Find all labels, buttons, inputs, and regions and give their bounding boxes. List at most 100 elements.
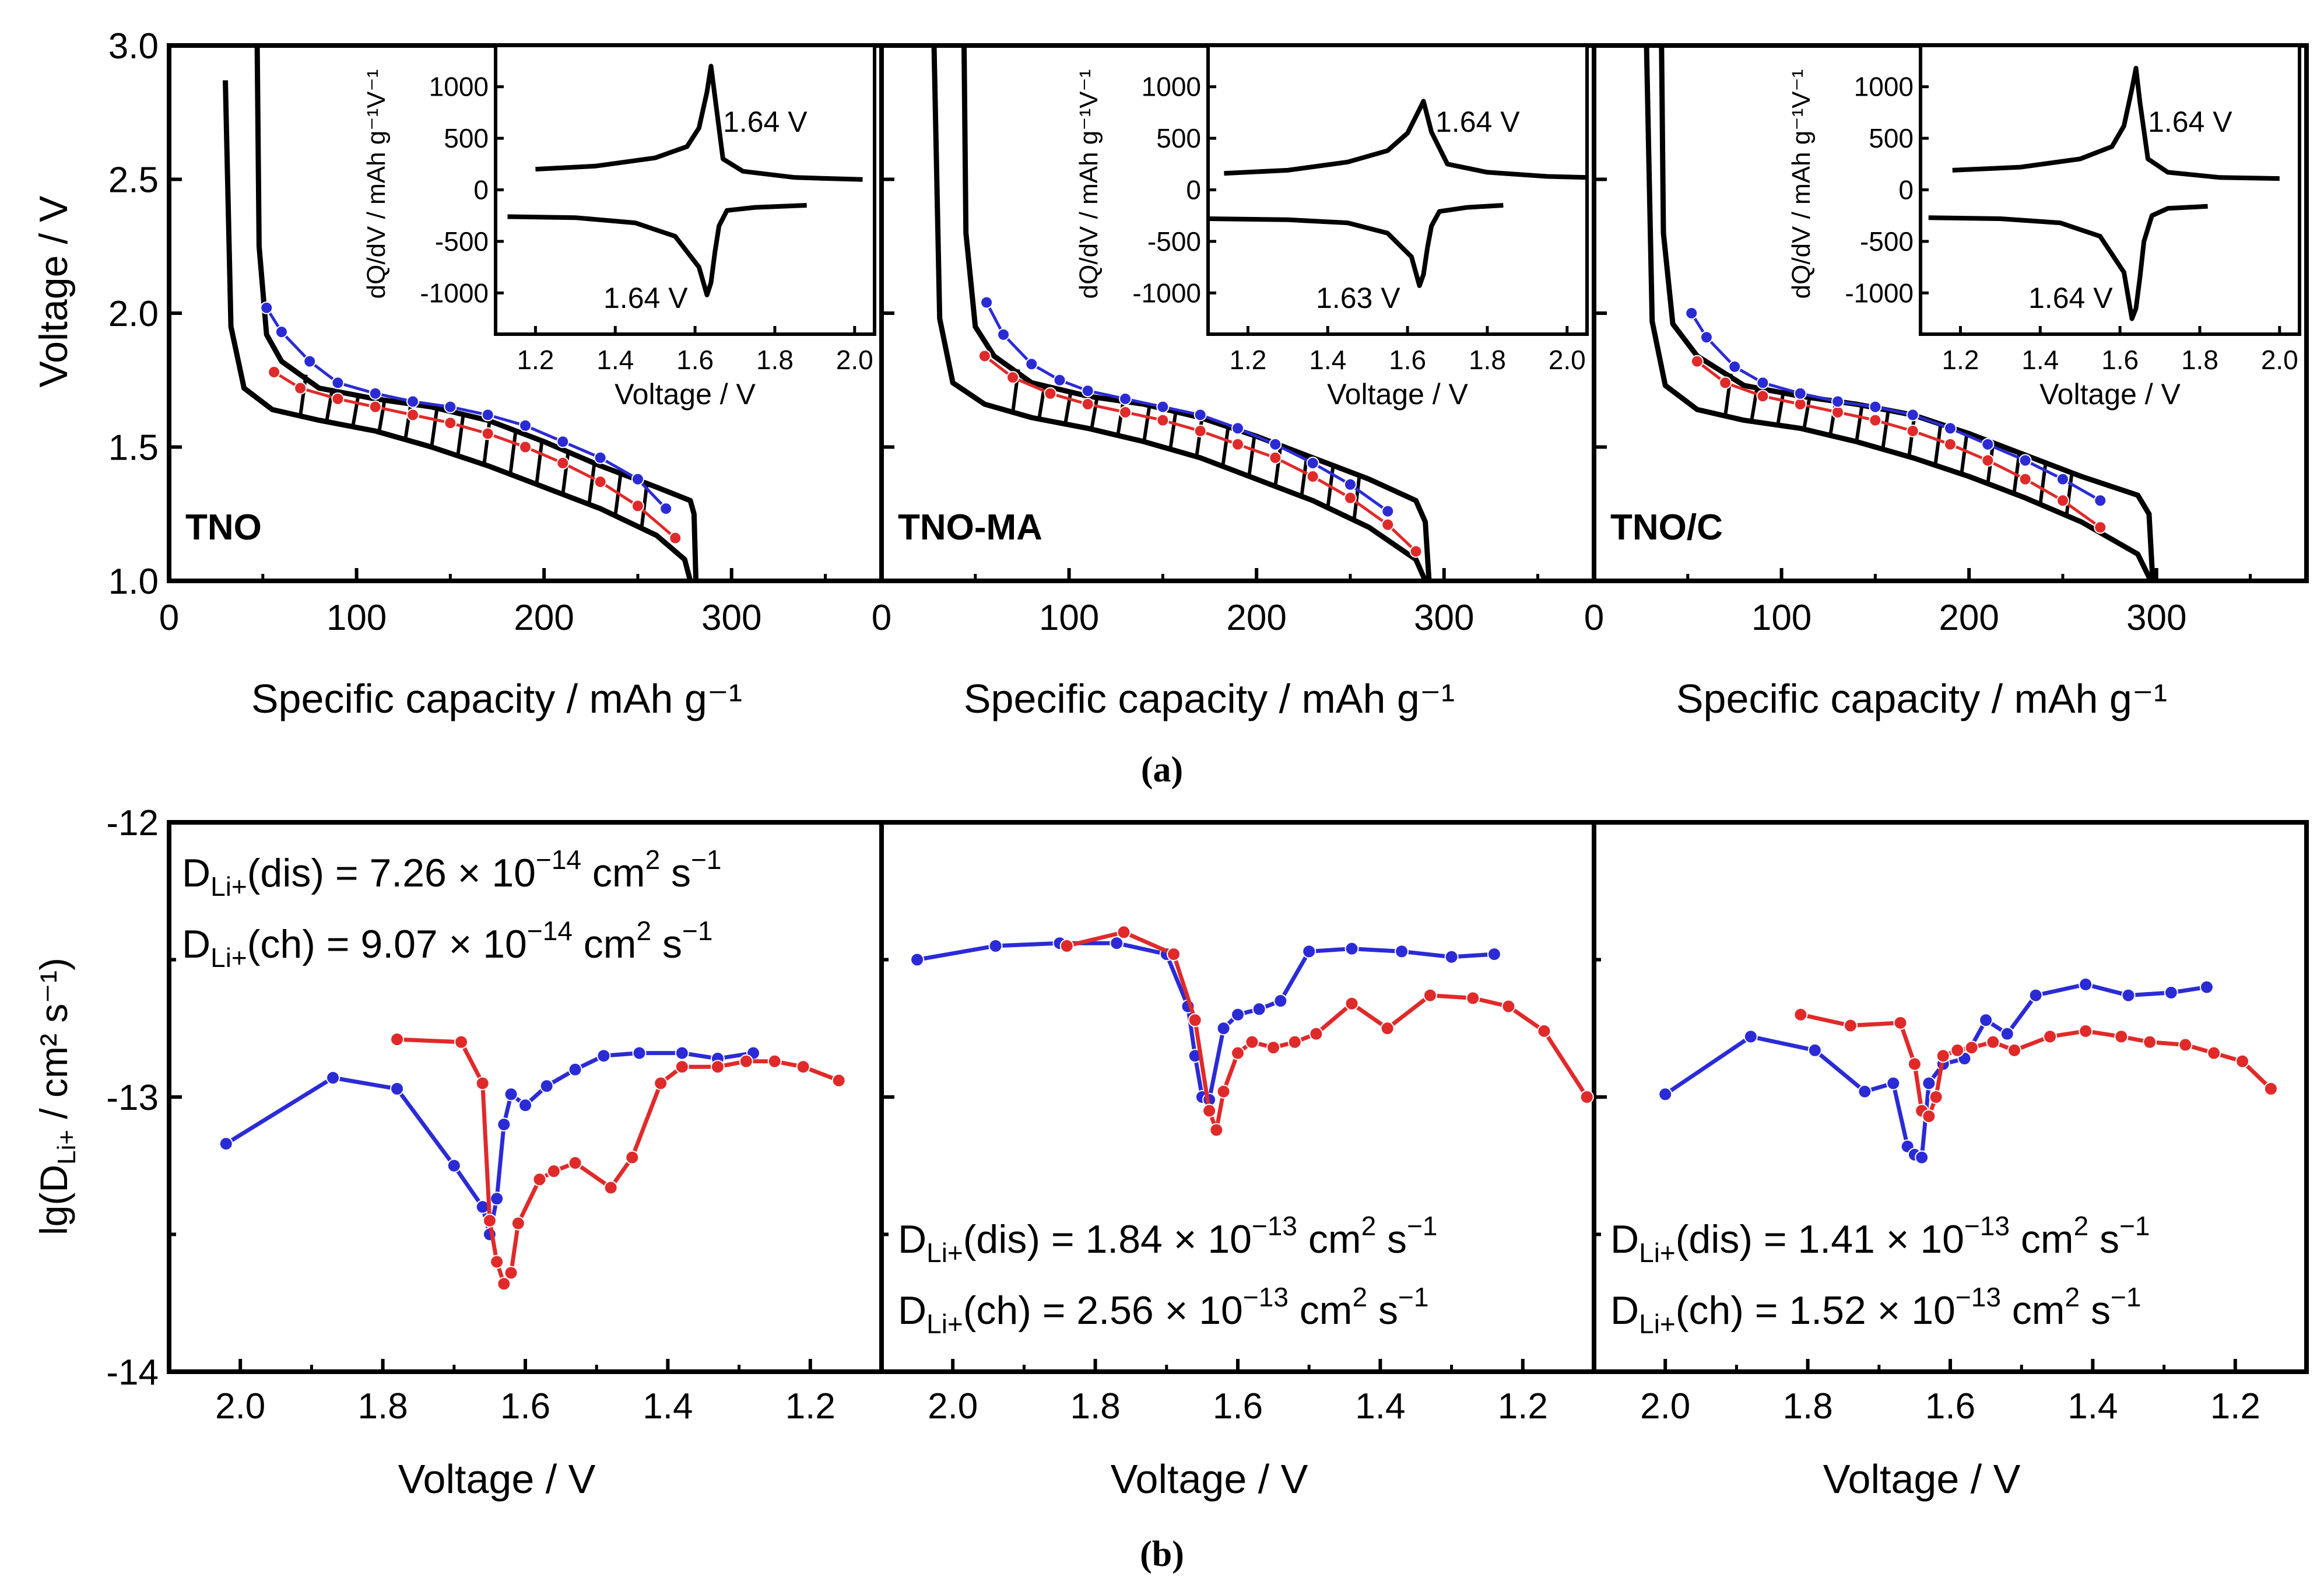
diffusion-charge-point xyxy=(546,1164,561,1179)
inset-axes xyxy=(1919,44,2301,336)
diffusion-discharge-point xyxy=(1252,1002,1266,1017)
gitt-relaxation-line xyxy=(456,412,465,456)
inset-peak-discharge-label: 1.63 V xyxy=(1316,282,1400,314)
unit-sup-2: 2 xyxy=(2065,1282,2080,1312)
quasi-charge-point xyxy=(1231,422,1244,435)
gitt-charge-curve xyxy=(254,45,699,581)
diffusion-charge-point xyxy=(490,1254,504,1269)
d-symbol: D xyxy=(898,1217,926,1261)
quasi-charge-point xyxy=(406,395,420,408)
diffusion-charge-point xyxy=(1423,988,1437,1003)
diffusion-charge-point xyxy=(1202,1103,1217,1118)
quasi-charge-point xyxy=(1343,478,1357,491)
panel-a-0: TNO 1.2 1.4 1.6 1.8 2.0 -1000 -500 0 500 1000 Volta… xyxy=(167,44,876,583)
b-xtick-label: 1.8 xyxy=(1782,1386,1832,1427)
quasi-charge-point xyxy=(1869,400,1882,413)
quasi-discharge-point xyxy=(519,440,532,454)
unit-s: s xyxy=(1367,1288,1398,1333)
diffusion-charge-point xyxy=(767,1054,782,1068)
unit-sup-minus1: −1 xyxy=(2119,1211,2150,1241)
dis-value: (dis) = 7.26 × 10 xyxy=(247,851,536,895)
d-symbol: D xyxy=(182,922,210,966)
quasi-charge-point xyxy=(1756,376,1770,390)
quasi-discharge-point xyxy=(406,408,420,422)
a-xtick-label: 0 xyxy=(872,598,891,638)
diffusion-discharge-point xyxy=(219,1137,233,1151)
a-yticks: 1.0 1.5 2.0 2.5 3.0 xyxy=(108,26,159,602)
quasi-charge-point xyxy=(1906,408,1919,422)
sample-label: TNO-MA xyxy=(898,507,1042,548)
quasi-discharge-point xyxy=(294,381,307,395)
diffusion-discharge-point xyxy=(490,1191,504,1206)
quasi-charge-point xyxy=(1793,387,1807,400)
dis-value: (dis) = 1.84 × 10 xyxy=(963,1217,1252,1261)
quasi-charge-point xyxy=(659,502,673,516)
diffusion-discharge-point xyxy=(447,1158,461,1173)
inset-y-tick-label: 500 xyxy=(444,123,489,153)
dis-exponent: −13 xyxy=(1964,1211,2010,1241)
b-xtick-label: 1.8 xyxy=(357,1386,408,1427)
panel-b-2 xyxy=(1594,821,2308,1373)
inset-x-tick-label: 2.0 xyxy=(836,345,873,375)
inset-ylabel: dQ/dV / mAh g⁻¹V⁻¹ xyxy=(1787,69,1816,299)
quasi-discharge-point xyxy=(1231,437,1244,451)
unit-sup-minus1: −1 xyxy=(691,844,721,875)
gitt-relaxation-line xyxy=(508,428,518,475)
b-xtick-label: 1.6 xyxy=(1213,1386,1263,1427)
diffusion-charge-point xyxy=(2007,1043,2021,1057)
b-yticks: -14 -13 -12 xyxy=(106,803,159,1393)
unit-sup-minus1: −1 xyxy=(2111,1282,2141,1312)
diffusion-discharge-point xyxy=(1302,944,1317,959)
diffusion-discharge-point xyxy=(1886,1076,1901,1091)
d-symbol: D xyxy=(1610,1288,1639,1333)
diffusion-discharge-point xyxy=(1395,944,1409,959)
b-xtick-label: 1.2 xyxy=(2210,1386,2260,1427)
quasi-discharge-point xyxy=(1269,451,1282,464)
ch-exponent: −14 xyxy=(527,916,573,946)
a-xtick-label: 0 xyxy=(159,598,179,638)
diffusion-charge-point xyxy=(475,1076,490,1091)
inset-x-tick-label: 1.6 xyxy=(2101,345,2139,375)
ch-value: (ch) = 2.56 × 10 xyxy=(963,1288,1243,1333)
quasi-discharge-point xyxy=(1981,454,1995,467)
quasi-charge-point xyxy=(1944,422,1957,435)
annotation-tno-c-dis: DLi+(dis) = 1.41 × 10−13 cm2 s−1 xyxy=(1610,1211,2150,1268)
gitt-relaxation-line xyxy=(351,394,360,427)
panel-b-0 xyxy=(169,821,883,1373)
diffusion-discharge-point xyxy=(518,1098,532,1113)
diffusion-charge-point xyxy=(1287,1035,1302,1049)
quasi-discharge-point xyxy=(1690,355,1704,368)
gitt-relaxation-line xyxy=(2038,460,2048,505)
inset-x-tick-label: 2.0 xyxy=(2261,345,2298,375)
unit-sup-2: 2 xyxy=(645,844,661,875)
unit-cm: cm xyxy=(581,851,645,895)
diffusion-charge-point xyxy=(532,1172,547,1187)
quasi-discharge-point xyxy=(1944,437,1957,451)
annotation-tno-ch: DLi+(ch) = 9.07 × 10−14 cm2 s−1 xyxy=(182,916,712,973)
diffusion-charge-line xyxy=(1800,1012,2273,1119)
diffusion-discharge-point xyxy=(497,1117,511,1132)
quasi-charge-point xyxy=(556,435,570,448)
d-symbol: D xyxy=(182,851,210,895)
d-subscript: Li+ xyxy=(1639,1309,1676,1339)
diffusion-charge-point xyxy=(796,1060,810,1074)
a-ytick-label: 3.0 xyxy=(108,26,159,66)
quasi-discharge-point xyxy=(1381,518,1395,531)
gitt-relaxation-line xyxy=(1142,404,1152,442)
gitt-relaxation-line xyxy=(1802,396,1812,430)
diffusion-discharge-point xyxy=(1444,949,1459,964)
diffusion-discharge-point xyxy=(390,1081,405,1096)
diffusion-charge-point xyxy=(1907,1057,1922,1071)
a-xtick-label: 100 xyxy=(1751,598,1812,638)
diffusion-discharge-point xyxy=(539,1079,554,1094)
gitt-relaxation-line xyxy=(325,389,334,422)
inset-y-tick-label: 0 xyxy=(1186,175,1201,205)
diffusion-discharge-point xyxy=(1110,936,1124,951)
diffusion-discharge-point xyxy=(2164,986,2178,1000)
ch-value: (ch) = 9.07 × 10 xyxy=(247,922,527,966)
inset-discharge-curve xyxy=(1207,203,1504,288)
unit-sup-2: 2 xyxy=(1352,1282,1367,1312)
diffusion-discharge-point xyxy=(910,952,925,967)
inset-xlabel: Voltage / V xyxy=(615,378,756,411)
quasi-charge-point xyxy=(1700,331,1713,344)
